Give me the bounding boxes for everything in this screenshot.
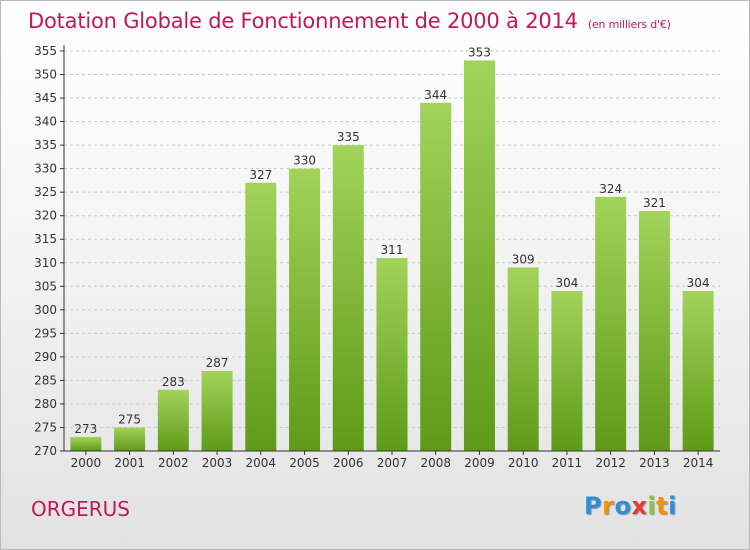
axes: 270 275 280 285 290 295 300 305 310 315 320 325 330 3… [34,44,720,470]
bar-2009 [463,60,495,451]
proxiti-logo: Proxiti [584,492,677,520]
chart-title-text: Dotation Globale de Fonctionnement de 20… [28,9,578,33]
data-label-2000: 273 [74,422,97,436]
data-label-2008: 344 [424,88,447,102]
y-tick-label: 290 [34,350,57,364]
y-tick-label: 310 [34,256,57,270]
x-tick-label: 2009 [464,456,495,470]
x-tick-label: 2010 [508,456,539,470]
data-label-2002: 283 [162,375,185,389]
y-tick-label: 355 [34,44,57,58]
data-label-2005: 330 [293,154,316,168]
data-label-2007: 311 [381,243,404,257]
x-tick-label: 2001 [114,456,145,470]
data-label-2010: 309 [512,252,535,266]
x-tick-label: 2000 [71,456,102,470]
logo-letter: x [631,492,648,520]
bar-2000 [70,436,102,451]
bar-2002 [157,389,189,451]
bar-2013 [638,211,670,451]
chart-title: Dotation Globale de Fonctionnement de 20… [28,9,671,33]
y-tick-label: 295 [34,326,57,340]
data-label-2014: 304 [687,276,710,290]
data-label-2006: 335 [337,130,360,144]
data-label-2009: 353 [468,45,491,59]
y-tick-label: 315 [34,232,57,246]
x-tick-label: 2007 [377,456,408,470]
y-tick-label: 275 [34,420,57,434]
bar-2004 [245,182,277,451]
x-tick-label: 2004 [246,456,277,470]
bar-2010 [507,267,539,451]
bar-2001 [114,427,146,451]
y-tick-label: 330 [34,162,57,176]
bar-2007 [376,258,408,451]
logo-letter: i [668,492,677,520]
x-tick-label: 2003 [202,456,233,470]
x-tick-label: 2011 [552,456,583,470]
x-tick-label: 2002 [158,456,189,470]
logo-letter: P [584,492,603,520]
bar-2014 [682,291,714,451]
y-tick-label: 285 [34,373,57,387]
bar-2005 [289,168,321,451]
x-tick-label: 2008 [420,456,451,470]
x-tick-label: 2012 [595,456,626,470]
data-label-2001: 275 [118,412,141,426]
x-tick-label: 2013 [639,456,670,470]
bar-2003 [201,371,233,451]
x-tick-label: 2006 [333,456,364,470]
x-tick-label: 2005 [289,456,320,470]
logo-letter: i [647,492,657,520]
y-tick-label: 350 [34,68,57,82]
data-label-2004: 327 [249,168,272,182]
x-tick-label: 2014 [683,456,714,470]
logo-letter: o [614,492,632,520]
y-tick-label: 340 [34,115,57,129]
data-label-2003: 287 [206,356,229,370]
commune-name: ORGERUS [31,497,131,521]
bars [70,60,714,451]
y-tick-label: 320 [34,209,57,223]
y-tick-label: 305 [34,279,57,293]
y-tick-label: 335 [34,138,57,152]
y-tick-label: 270 [34,444,57,458]
data-label-2013: 321 [643,196,666,210]
data-label-2012: 324 [599,182,622,196]
bar-2011 [551,291,583,451]
y-tick-label: 300 [34,303,57,317]
bar-2012 [595,196,627,451]
bar-2006 [332,145,364,451]
logo-letter: t [656,492,669,520]
y-tick-label: 280 [34,397,57,411]
y-tick-label: 325 [34,185,57,199]
data-label-2011: 304 [555,276,578,290]
logo-letter: r [602,492,615,520]
data-labels: 273 275 283 287 327 330 335 311 344 353 309 304 324 3… [74,45,709,435]
chart-subtitle: (en milliers d'€) [587,18,671,31]
bar-2008 [420,102,452,451]
y-tick-label: 345 [34,91,57,105]
